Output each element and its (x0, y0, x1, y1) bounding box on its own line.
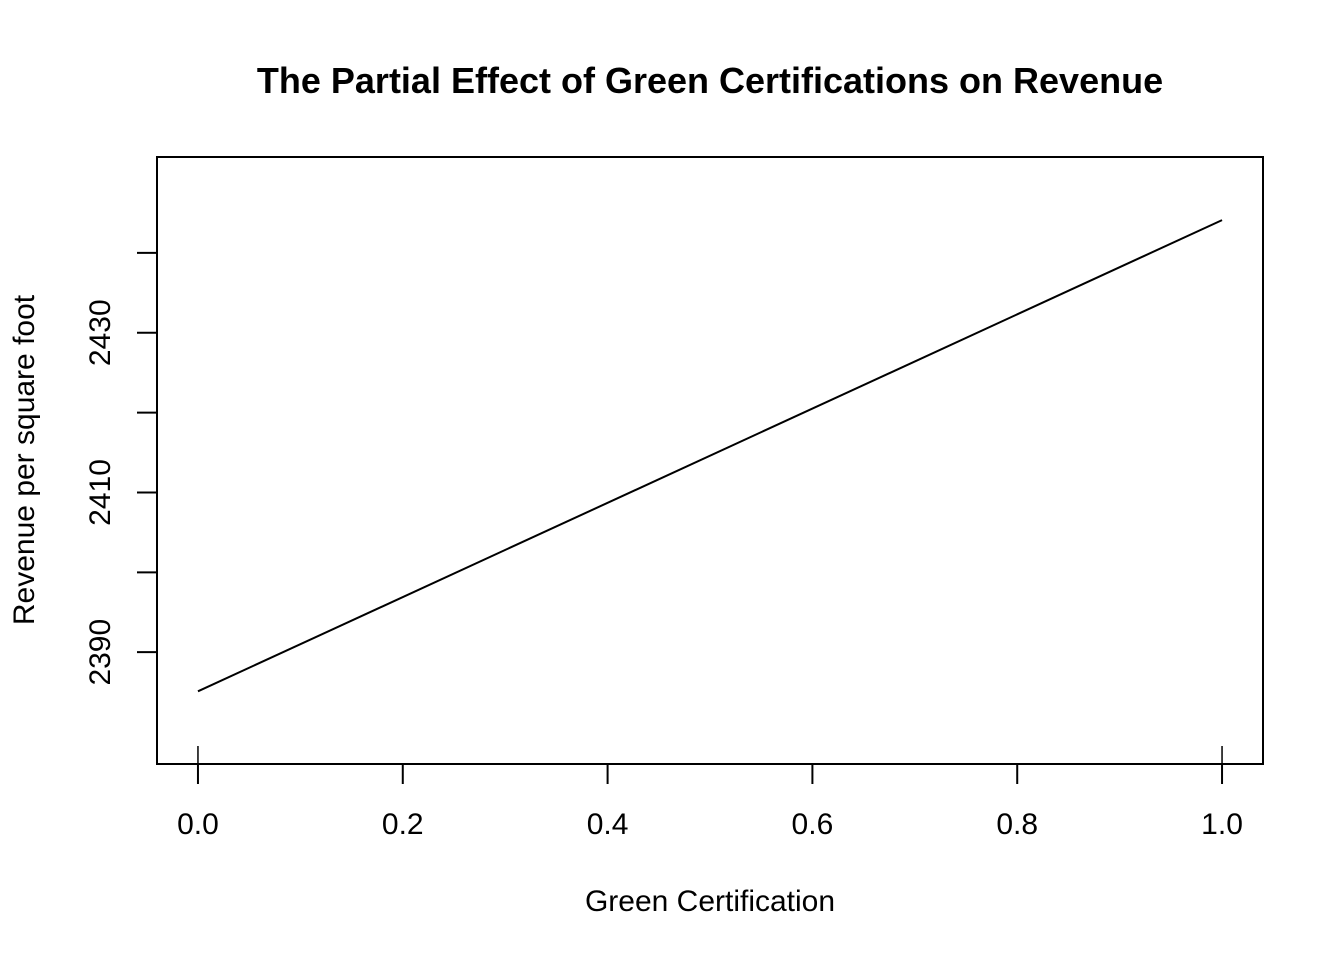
x-tick-label: 0.2 (382, 808, 424, 841)
x-tick-label: 0.0 (177, 808, 219, 841)
x-tick-label: 1.0 (1201, 808, 1243, 841)
y-axis-label: Revenue per square foot (8, 294, 41, 625)
y-axis: 2390 2410 2430 (84, 251, 158, 686)
y-tick-label: 2430 (84, 299, 117, 366)
series-group (197, 219, 1223, 693)
rug-marks (197, 746, 1223, 764)
x-tick-label: 0.8 (996, 808, 1038, 841)
x-axis-label: Green Certification (585, 885, 835, 918)
series-line (197, 219, 1223, 693)
chart-title: The Partial Effect of Green Certificatio… (257, 60, 1163, 101)
y-tick-label: 2390 (84, 619, 117, 686)
y-tick-label: 2410 (84, 459, 117, 526)
plot-frame (156, 156, 1264, 765)
x-tick-label: 0.6 (792, 808, 834, 841)
x-tick-label: 0.4 (587, 808, 629, 841)
x-axis: 0.0 0.2 0.4 0.6 0.8 1.0 (177, 763, 1243, 841)
